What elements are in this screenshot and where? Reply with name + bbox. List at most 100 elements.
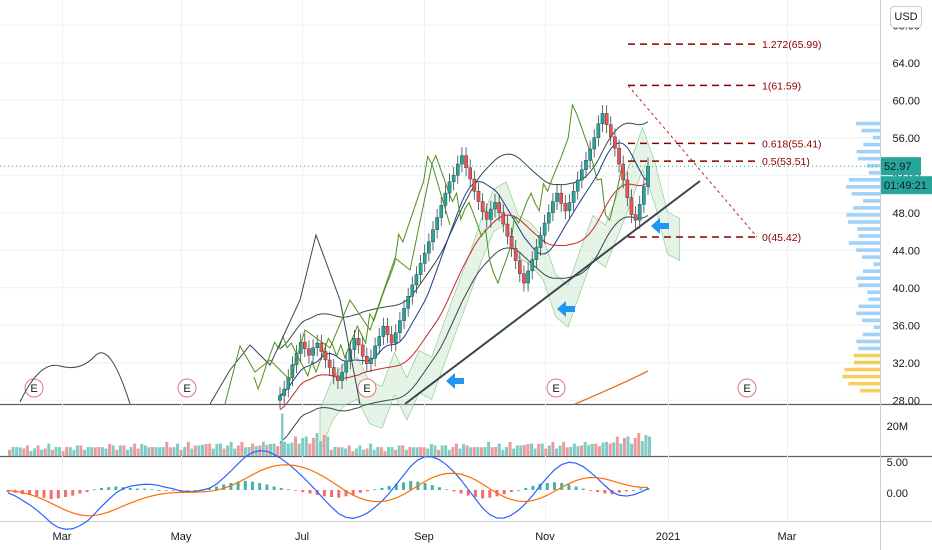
volume-bar — [615, 436, 619, 456]
candle-body — [546, 212, 551, 224]
x-tick-label: Mar — [778, 531, 797, 543]
volume-bar — [519, 445, 523, 456]
volume-profile-bar — [866, 163, 880, 168]
signal-line — [7, 464, 649, 517]
trendline[interactable] — [404, 180, 701, 405]
macd-histogram-bar — [588, 490, 592, 491]
candle-body — [298, 341, 303, 354]
volume-bar — [315, 433, 319, 456]
volume-bar — [172, 446, 176, 456]
volume-bar — [50, 449, 54, 456]
volume-bar — [580, 445, 584, 456]
macd-histogram-bar — [344, 490, 348, 497]
candle-body — [584, 160, 588, 170]
volume-bar — [626, 436, 630, 456]
volume-bar — [429, 443, 433, 456]
volume-bar — [22, 448, 26, 456]
volume-bar — [508, 441, 512, 456]
candle-body — [340, 371, 344, 381]
currency-button[interactable]: USD — [890, 6, 922, 28]
volume-profile-bar — [873, 325, 880, 330]
candle-body — [418, 263, 423, 275]
price-tick-label: 64.00 — [892, 58, 920, 70]
volume-profile-bar — [846, 185, 880, 189]
price-tick-label: 32.00 — [892, 358, 920, 370]
macd-histogram-bar — [567, 484, 571, 490]
price-tick-label: 56.00 — [892, 133, 920, 145]
volume-profile-bar — [858, 346, 880, 351]
macd-histogram-bar — [574, 486, 578, 490]
macd-histogram-bar — [452, 490, 456, 492]
volume-bar — [565, 447, 569, 456]
candle-body — [555, 192, 559, 202]
macd-histogram-bar — [92, 489, 96, 491]
volume-profile-bar — [862, 332, 880, 337]
volume-bar — [404, 449, 408, 456]
volume-profile-bar — [858, 234, 880, 238]
volume-bar — [515, 445, 519, 456]
earnings-marker[interactable] — [737, 378, 757, 398]
volume-bar — [479, 447, 483, 456]
volume-bar — [344, 448, 348, 456]
macd-histogram-bar — [49, 490, 53, 500]
volume-bar — [358, 445, 362, 456]
volume-profile-bar — [848, 381, 880, 386]
volume-bar — [193, 445, 197, 456]
volume-bar — [497, 443, 501, 456]
countdown-label-bg — [881, 176, 932, 195]
macd-histogram-bar — [128, 487, 132, 490]
volume-bar — [633, 437, 637, 456]
earnings-marker[interactable] — [177, 378, 197, 398]
volume-bar — [408, 446, 412, 456]
candle-body — [501, 212, 506, 225]
volume-bar — [204, 443, 208, 456]
volume-profile-bar — [868, 170, 880, 175]
volume-bar — [419, 446, 423, 456]
volume-profile-bar — [846, 213, 880, 217]
volume-bar — [154, 447, 158, 456]
volume-bar — [86, 446, 90, 456]
volume-bar — [333, 446, 337, 456]
candle-body — [480, 201, 485, 213]
volume-bar — [118, 445, 122, 456]
earnings-marker[interactable] — [357, 378, 377, 398]
candle-body — [489, 208, 493, 220]
volume-bar — [83, 449, 87, 456]
volume-profile-bar — [851, 192, 880, 196]
candle-body — [625, 179, 630, 198]
volume-bar — [308, 443, 312, 456]
candle-body — [559, 192, 563, 204]
volume-bar — [261, 441, 265, 456]
candle-body — [356, 338, 361, 346]
blue-arrow-icon — [446, 373, 464, 389]
candle-body — [551, 201, 555, 213]
earnings-marker[interactable] — [546, 378, 566, 398]
candle-body — [402, 308, 406, 321]
volume-bar — [472, 446, 476, 456]
macd-histogram-bar — [445, 489, 449, 491]
volume-profile-bar — [872, 135, 880, 140]
earnings-marker-label: E — [183, 383, 190, 395]
macd-histogram-bar — [373, 489, 377, 491]
volume-bar — [504, 446, 508, 456]
macd-histogram-bar — [135, 488, 139, 490]
candle-body — [505, 223, 510, 237]
volume-bar — [530, 443, 533, 456]
macd-histogram-bar — [99, 487, 103, 490]
volume-bar-spike — [281, 413, 284, 456]
candle-body — [431, 229, 435, 243]
volume-bar — [526, 443, 530, 456]
volume-bar — [197, 445, 201, 456]
volume-bar — [226, 445, 230, 456]
volume-bar — [222, 448, 226, 456]
volume-bar — [15, 447, 19, 456]
macd-histogram-bar — [358, 490, 362, 493]
volume-bar — [265, 444, 269, 456]
volume-bar — [551, 441, 555, 456]
volume-bar — [369, 443, 373, 456]
macd-histogram-bar — [509, 490, 513, 493]
candle-body — [410, 284, 415, 297]
volume-bar — [58, 447, 62, 456]
